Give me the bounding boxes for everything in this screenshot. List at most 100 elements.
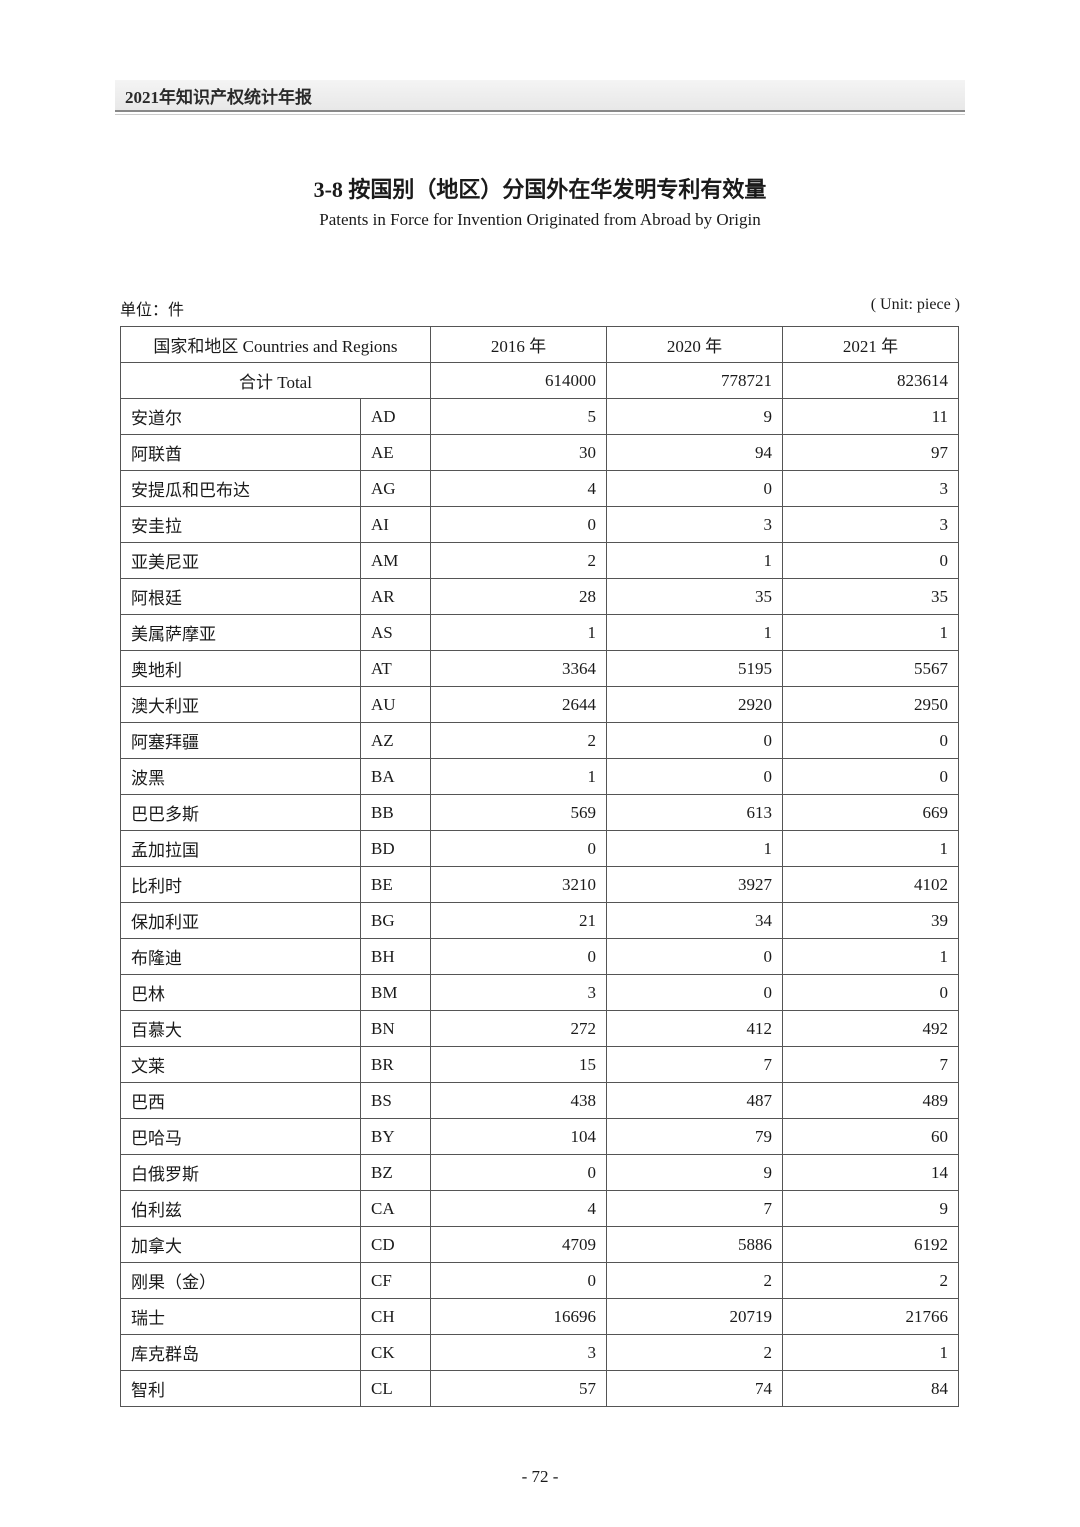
page-number: - 72 -	[0, 1467, 1080, 1487]
table-total-row: 合计 Total 614000 778721 823614	[121, 363, 959, 399]
table-row: 白俄罗斯BZ0914	[121, 1155, 959, 1191]
country-code: AS	[361, 615, 431, 651]
value-y2020: 74	[607, 1371, 783, 1407]
country-code: CD	[361, 1227, 431, 1263]
value-y2016: 438	[431, 1083, 607, 1119]
country-name: 伯利兹	[121, 1191, 361, 1227]
value-y2020: 0	[607, 471, 783, 507]
value-y2021: 0	[783, 723, 959, 759]
value-y2021: 2	[783, 1263, 959, 1299]
country-code: BM	[361, 975, 431, 1011]
value-y2016: 21	[431, 903, 607, 939]
table-row: 阿根廷AR283535	[121, 579, 959, 615]
country-code: BZ	[361, 1155, 431, 1191]
value-y2016: 3210	[431, 867, 607, 903]
value-y2021: 1	[783, 831, 959, 867]
value-y2016: 57	[431, 1371, 607, 1407]
table-row: 瑞士CH166962071921766	[121, 1299, 959, 1335]
country-code: BE	[361, 867, 431, 903]
table-row: 巴林BM300	[121, 975, 959, 1011]
title-en: Patents in Force for Invention Originate…	[115, 210, 965, 230]
country-name: 安道尔	[121, 399, 361, 435]
value-y2020: 0	[607, 939, 783, 975]
value-y2021: 84	[783, 1371, 959, 1407]
country-code: CH	[361, 1299, 431, 1335]
value-y2016: 3	[431, 1335, 607, 1371]
value-y2016: 1	[431, 615, 607, 651]
value-y2016: 4709	[431, 1227, 607, 1263]
value-y2020: 0	[607, 975, 783, 1011]
value-y2016: 28	[431, 579, 607, 615]
value-y2021: 0	[783, 759, 959, 795]
table-row: 加拿大CD470958866192	[121, 1227, 959, 1263]
value-y2020: 20719	[607, 1299, 783, 1335]
country-code: BG	[361, 903, 431, 939]
country-code: BH	[361, 939, 431, 975]
value-y2021: 1	[783, 615, 959, 651]
unit-en: ( Unit: piece )	[871, 296, 960, 320]
table-row: 库克群岛CK321	[121, 1335, 959, 1371]
value-y2021: 5567	[783, 651, 959, 687]
country-name: 刚果（金）	[121, 1263, 361, 1299]
value-y2016: 5	[431, 399, 607, 435]
value-y2016: 104	[431, 1119, 607, 1155]
total-2016: 614000	[431, 363, 607, 399]
value-y2020: 1	[607, 543, 783, 579]
table-row: 百慕大BN272412492	[121, 1011, 959, 1047]
country-name: 百慕大	[121, 1011, 361, 1047]
table-row: 美属萨摩亚AS111	[121, 615, 959, 651]
country-name: 布隆迪	[121, 939, 361, 975]
country-code: BD	[361, 831, 431, 867]
value-y2021: 6192	[783, 1227, 959, 1263]
value-y2016: 2	[431, 723, 607, 759]
value-y2020: 2	[607, 1263, 783, 1299]
country-code: AM	[361, 543, 431, 579]
col-header-2021: 2021 年	[783, 327, 959, 363]
country-code: CL	[361, 1371, 431, 1407]
country-name: 阿塞拜疆	[121, 723, 361, 759]
value-y2020: 5195	[607, 651, 783, 687]
value-y2020: 34	[607, 903, 783, 939]
table-row: 阿联酋AE309497	[121, 435, 959, 471]
value-y2021: 11	[783, 399, 959, 435]
country-name: 文莱	[121, 1047, 361, 1083]
value-y2021: 0	[783, 975, 959, 1011]
value-y2021: 60	[783, 1119, 959, 1155]
value-y2020: 3	[607, 507, 783, 543]
country-name: 亚美尼亚	[121, 543, 361, 579]
unit-row: 单位：件 ( Unit: piece )	[120, 296, 960, 320]
value-y2021: 97	[783, 435, 959, 471]
value-y2016: 4	[431, 471, 607, 507]
country-code: AD	[361, 399, 431, 435]
value-y2021: 3	[783, 507, 959, 543]
value-y2016: 0	[431, 1263, 607, 1299]
value-y2020: 3927	[607, 867, 783, 903]
country-code: BN	[361, 1011, 431, 1047]
country-code: BB	[361, 795, 431, 831]
table-row: 巴西BS438487489	[121, 1083, 959, 1119]
country-name: 阿根廷	[121, 579, 361, 615]
col-header-2020: 2020 年	[607, 327, 783, 363]
value-y2016: 0	[431, 1155, 607, 1191]
country-code: CA	[361, 1191, 431, 1227]
value-y2020: 1	[607, 831, 783, 867]
country-name: 巴巴多斯	[121, 795, 361, 831]
value-y2020: 1	[607, 615, 783, 651]
country-name: 澳大利亚	[121, 687, 361, 723]
value-y2020: 79	[607, 1119, 783, 1155]
value-y2021: 7	[783, 1047, 959, 1083]
value-y2021: 1	[783, 1335, 959, 1371]
country-name: 智利	[121, 1371, 361, 1407]
country-name: 阿联酋	[121, 435, 361, 471]
table-row: 安道尔AD5911	[121, 399, 959, 435]
country-code: AR	[361, 579, 431, 615]
value-y2021: 21766	[783, 1299, 959, 1335]
value-y2020: 9	[607, 399, 783, 435]
value-y2016: 1	[431, 759, 607, 795]
table-row: 亚美尼亚AM210	[121, 543, 959, 579]
value-y2020: 613	[607, 795, 783, 831]
value-y2021: 39	[783, 903, 959, 939]
value-y2020: 0	[607, 759, 783, 795]
country-code: CF	[361, 1263, 431, 1299]
table-row: 刚果（金）CF022	[121, 1263, 959, 1299]
